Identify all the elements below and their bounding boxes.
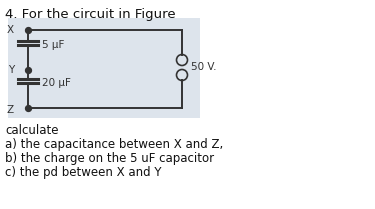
Text: c) the pd between X and Y: c) the pd between X and Y	[5, 166, 162, 179]
Point	[25, 68, 31, 72]
Text: a) the capacitance between X and Z,: a) the capacitance between X and Z,	[5, 138, 223, 151]
Text: 50 V.: 50 V.	[191, 62, 216, 73]
Bar	[8, 18, 200, 118]
Text: calculate: calculate	[5, 124, 58, 137]
Point	[25, 106, 31, 110]
Text: X: X	[7, 25, 14, 35]
Text: b) the charge on the 5 uF capacitor: b) the charge on the 5 uF capacitor	[5, 152, 214, 165]
Text: 5 μF: 5 μF	[42, 40, 64, 50]
Text: Y: Y	[8, 65, 14, 75]
Text: 4. For the circuit in Figure: 4. For the circuit in Figure	[5, 8, 176, 21]
Point	[25, 28, 31, 32]
Text: 20 μF: 20 μF	[42, 78, 71, 88]
Text: Z: Z	[7, 105, 14, 115]
